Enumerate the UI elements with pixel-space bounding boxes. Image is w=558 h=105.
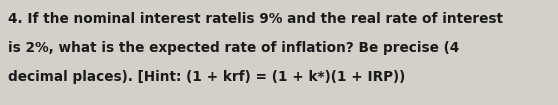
- Text: 4. If the nominal interest ratelis 9% and the real rate of interest: 4. If the nominal interest ratelis 9% an…: [8, 12, 503, 26]
- Text: decimal places). [Hint: (1 + krf) = (1 + k*)(1 + IRP)): decimal places). [Hint: (1 + krf) = (1 +…: [8, 70, 405, 84]
- Text: is 2%, what is the expected rate of inflation? Be precise (4: is 2%, what is the expected rate of infl…: [8, 41, 459, 55]
